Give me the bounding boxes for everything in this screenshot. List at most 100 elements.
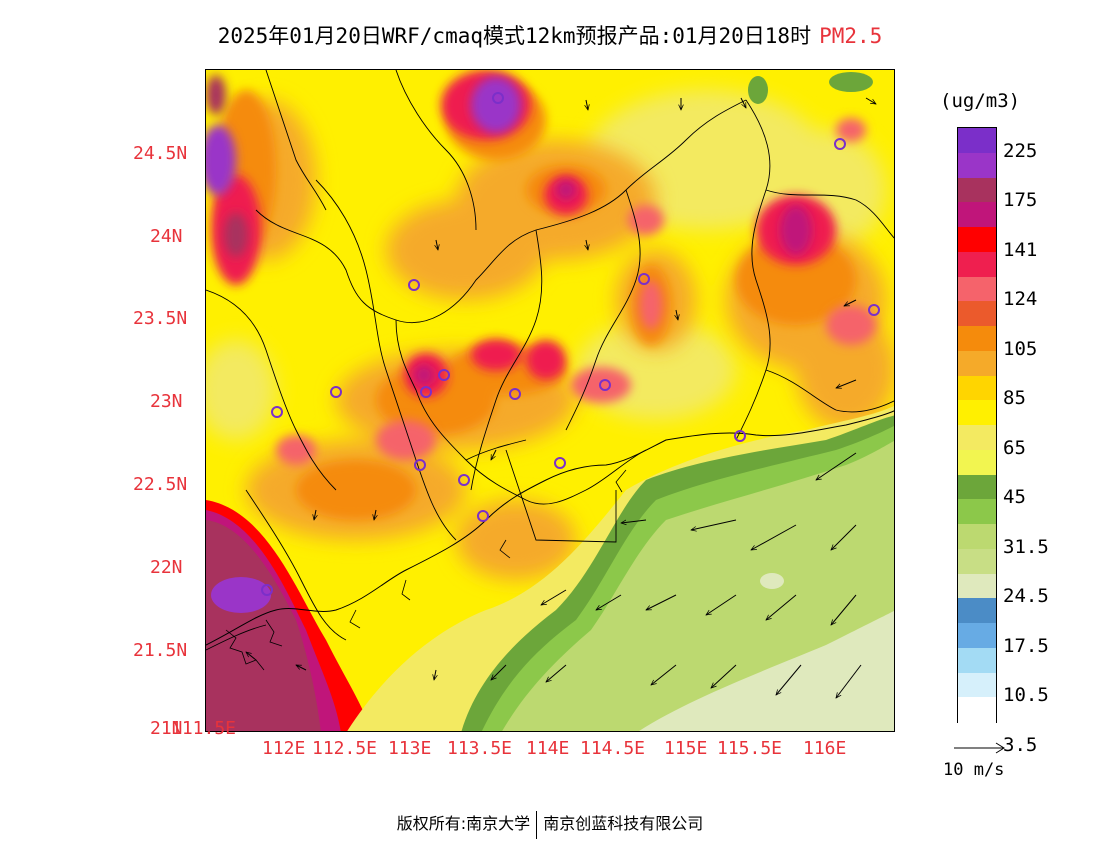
colorbar-label: 24.5 [1003, 585, 1049, 608]
x-tick-label: 115E [664, 738, 708, 759]
colorbar-swatch [958, 697, 996, 723]
wind-vector [691, 519, 737, 530]
x-tick-label: 114.5E [580, 738, 646, 759]
station-marker [554, 457, 566, 469]
vector-key-arrow [954, 742, 1005, 754]
wind-vector [586, 99, 588, 110]
colorbar-swatch [958, 499, 996, 525]
wind-vector [296, 664, 307, 671]
colorbar-label: 85 [1003, 387, 1026, 410]
open-sea-clean-patch [760, 573, 784, 589]
copyright-footer: 版权所有:南京大学 南京创蓝科技有限公司 [0, 810, 1100, 839]
wind-vector [816, 452, 857, 480]
colorbar-swatch [958, 598, 996, 624]
x-tick-label: 116E [803, 738, 847, 759]
wind-vector [596, 594, 622, 610]
chart-title: 2025年01月20日WRF/cmaq模式12km预报产品:01月20日18时 P… [0, 20, 1100, 50]
colorbar-swatch [958, 548, 996, 574]
concentration-field [206, 70, 894, 731]
wind-vector [766, 594, 797, 620]
station-marker [868, 304, 880, 316]
elevated-pm-patches [216, 80, 856, 520]
footer-left: 版权所有:南京大学 [396, 814, 531, 833]
wind-vector [751, 524, 797, 551]
station-marker [271, 406, 283, 418]
y-tick-label: 21N [150, 718, 183, 739]
station-marker [638, 273, 650, 285]
sw-plume-peak [211, 577, 271, 613]
x-tick-label: 111.5E [171, 718, 237, 739]
station-marker [330, 386, 342, 398]
colorbar-swatch [958, 251, 996, 277]
colorbar-swatch [958, 326, 996, 352]
wind-vector [706, 594, 737, 615]
colorbar-swatch [958, 474, 996, 500]
colorbar-swatch [958, 128, 996, 154]
wind-vector [776, 664, 802, 695]
wind-vector [546, 664, 567, 682]
colorbar-label: 175 [1003, 189, 1038, 212]
colorbar-label: 105 [1003, 337, 1038, 360]
y-tick-label: 22N [150, 557, 183, 578]
y-tick-label: 21.5N [133, 640, 188, 661]
colorbar-swatch [958, 202, 996, 228]
colorbar-swatch [958, 400, 996, 426]
y-tick-label: 23.5N [133, 308, 188, 329]
station-marker [438, 369, 450, 381]
wind-vector [491, 664, 507, 680]
station-marker [408, 279, 420, 291]
wind-vector [436, 239, 438, 250]
wind-vector [434, 669, 436, 680]
wind-vector [836, 664, 862, 698]
station-marker [734, 430, 746, 442]
ne-green-patch-2 [748, 76, 768, 104]
very-high-pm-hotspots [206, 75, 812, 385]
colorbar-label: 3.5 [1003, 733, 1038, 756]
colorbar-label: 17.5 [1003, 634, 1049, 657]
wind-vector [831, 524, 857, 550]
colorbar-swatch [958, 524, 996, 550]
colorbar-label: 141 [1003, 238, 1038, 261]
wind-vector [865, 97, 876, 104]
admin-boundaries [206, 70, 894, 651]
wind-vector [836, 379, 857, 388]
station-marker [509, 388, 521, 400]
station-marker [477, 510, 489, 522]
colorbar-swatch [958, 276, 996, 302]
colorbar-label: 124 [1003, 288, 1038, 311]
colorbar-swatch [958, 177, 996, 203]
pm25-map [205, 69, 895, 732]
coastline [206, 410, 894, 646]
wind-vector [541, 589, 567, 605]
colorbar-label: 31.5 [1003, 535, 1049, 558]
station-marker [414, 459, 426, 471]
ne-green-patch [829, 72, 873, 92]
wind-vector [711, 664, 737, 688]
colorbar-swatch [958, 647, 996, 673]
station-marker [420, 386, 432, 398]
colorbar-swatch [958, 227, 996, 253]
wind-vector [586, 239, 588, 250]
x-tick-label: 115.5E [717, 738, 783, 759]
wind-vector [490, 449, 497, 460]
station-marker [458, 474, 470, 486]
colorbar-swatch [958, 672, 996, 698]
wind-vector [621, 519, 647, 523]
colorbar-swatch [958, 301, 996, 327]
wind-vector [676, 309, 678, 320]
y-tick-label: 24N [150, 226, 183, 247]
vector-key-label: 10 m/s [943, 760, 1005, 780]
wind-vector [831, 594, 857, 625]
x-tick-label: 113E [388, 738, 432, 759]
colorbar-label: 225 [1003, 139, 1038, 162]
colorbar-swatch [958, 573, 996, 599]
wind-vector [374, 509, 376, 520]
y-tick-label: 24.5N [133, 143, 188, 164]
station-marker [492, 92, 504, 104]
colorbar-swatch [958, 425, 996, 451]
station-marker [834, 138, 846, 150]
monitoring-stations [261, 92, 880, 596]
wind-vectors [246, 97, 876, 698]
x-tick-label: 112E [262, 738, 306, 759]
colorbar-swatch [958, 375, 996, 401]
